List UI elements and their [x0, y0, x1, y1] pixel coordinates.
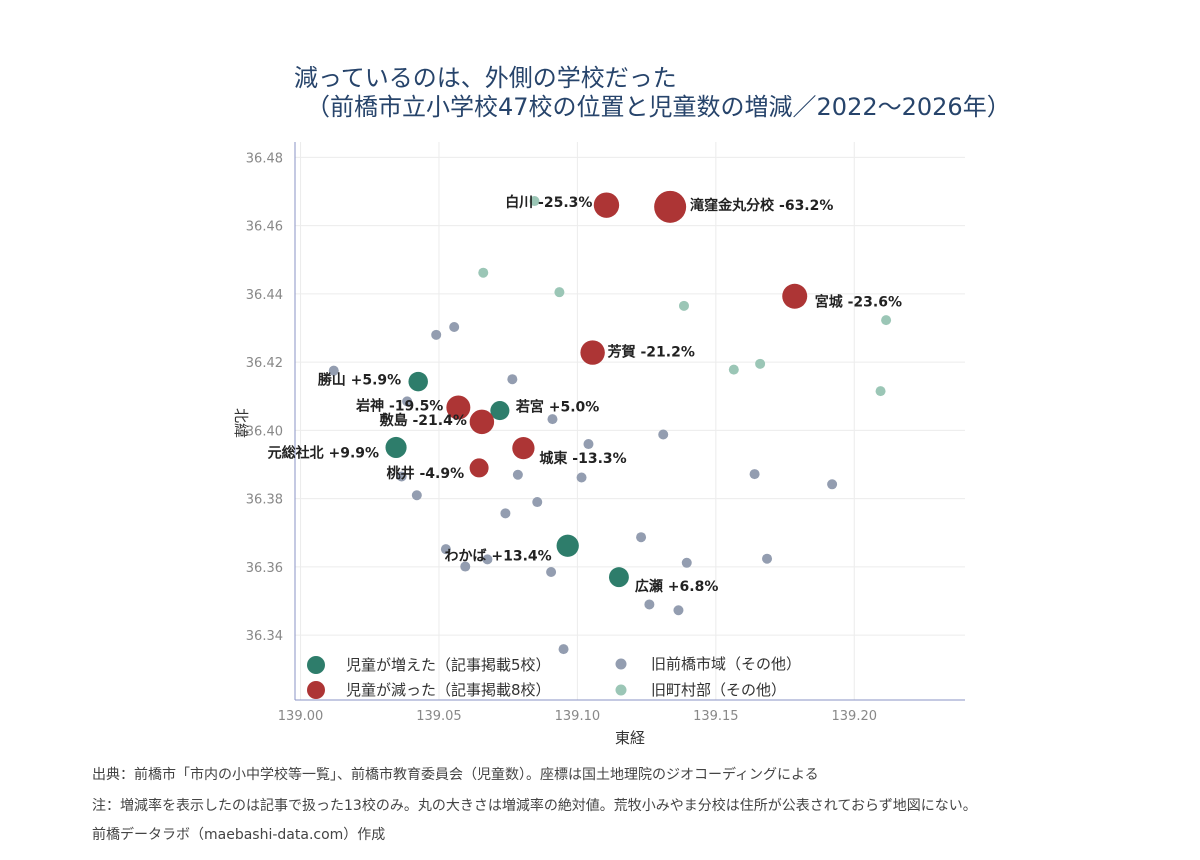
old-city-school-point: [658, 429, 669, 440]
old-town-school-point: [881, 315, 892, 326]
old-city-school-point: [576, 472, 587, 483]
school-label: 敷島 -21.4%: [380, 412, 467, 429]
old-city-school-point: [507, 374, 518, 385]
old-city-school-point: [636, 532, 647, 543]
point-labels: 滝窪金丸分校 -63.2% 白川 -25.3% 宮城 -23.6% 芳賀 -21.2%…: [268, 194, 902, 595]
old-city-school-point: [440, 544, 451, 555]
y-axis-title: 北緯: [232, 408, 250, 438]
old-city-school-point: [411, 490, 422, 501]
increase-school-point: [556, 534, 579, 557]
decrease-school-point: [782, 283, 808, 309]
y-tick-label: 36.38: [246, 493, 283, 508]
old-town-school-point: [529, 196, 540, 207]
old-city-school-point: [644, 599, 655, 610]
legend-marker-old_town: [615, 684, 627, 696]
legend-marker-old_city: [615, 658, 627, 670]
old-town-school-point: [875, 386, 886, 397]
gridlines: [295, 142, 965, 700]
school-label: 元総社北 +9.9%: [268, 444, 379, 461]
old-city-school-point: [558, 644, 569, 655]
school-label: 白川 -25.3%: [505, 194, 592, 211]
axes: 139.00 139.05 139.10 139.15 139.20 36.34 36.36…: [246, 142, 965, 724]
old-city-school-point: [449, 321, 460, 332]
old-city-school-point: [431, 329, 442, 340]
old-city-school-point: [762, 553, 773, 564]
increase-school-point: [490, 401, 510, 421]
school-label: わかば +13.4%: [445, 549, 552, 565]
old-city-school-point: [827, 479, 838, 490]
old-city-school-point: [396, 471, 407, 482]
x-tick-label: 139.10: [555, 709, 601, 724]
title-line-1: 減っているのは、外側の学校だった: [294, 64, 677, 92]
school-label: 宮城 -23.6%: [815, 293, 902, 310]
decrease-school-point: [654, 190, 687, 223]
old-city-school-point: [532, 497, 543, 508]
old-city-school-point: [547, 414, 558, 425]
y-tick-label: 36.34: [246, 629, 283, 644]
y-tick-label: 36.48: [246, 151, 283, 166]
old-city-school-point: [749, 469, 760, 480]
chart-title: 減っているのは、外側の学校だった （前橋市立小学校47校の位置と児童数の増減／2…: [294, 64, 1011, 122]
x-tick-label: 139.20: [832, 709, 878, 724]
old-town-school-point: [478, 267, 489, 278]
y-tick-label: 36.40: [246, 424, 283, 439]
old-town-school-point: [755, 358, 766, 369]
y-tick-label: 36.46: [246, 220, 283, 235]
school-label: 桃井 -4.9%: [387, 465, 465, 482]
legend-label: 旧前橋市域（その他）: [651, 655, 801, 673]
old-town-school-point: [678, 300, 689, 311]
x-axis-title: 東経: [615, 729, 645, 747]
legend-label: 児童が減った（記事掲載8校）: [346, 681, 551, 699]
legend: 児童が増えた（記事掲載5校） 旧前橋市域（その他） 児童が減った（記事掲載8校） 旧町…: [307, 655, 801, 699]
old-city-school-point: [546, 567, 557, 578]
x-tick-label: 139.15: [693, 709, 739, 724]
old-town-school-point: [554, 287, 565, 298]
old-town-school-point: [728, 364, 739, 375]
school-label: 広瀬 +6.8%: [635, 578, 718, 595]
legend-marker-decrease: [307, 681, 325, 699]
old-city-school-point: [681, 557, 692, 568]
legend-label: 児童が増えた（記事掲載5校）: [346, 656, 551, 674]
school-label: 城東 -13.3%: [539, 450, 626, 467]
decrease-school-point: [512, 437, 535, 460]
title-line-2: （前橋市立小学校47校の位置と児童数の増減／2022〜2026年）: [306, 93, 1011, 121]
data-points: [328, 190, 892, 655]
increase-school-point: [608, 567, 629, 588]
increase-school-point: [408, 371, 428, 392]
old-city-school-point: [328, 365, 339, 376]
old-city-school-point: [673, 605, 684, 616]
legend-marker-increase: [307, 656, 325, 674]
old-city-school-point: [402, 396, 413, 407]
y-tick-label: 36.36: [246, 561, 283, 576]
x-tick-label: 139.00: [278, 709, 324, 724]
old-city-school-point: [460, 561, 471, 572]
legend-label: 旧町村部（その他）: [651, 681, 786, 699]
school-label: 滝窪金丸分校 -63.2%: [690, 197, 833, 214]
decrease-school-point: [593, 192, 620, 218]
footer-credit: 前橋データラボ（maebashi-data.com）作成: [92, 827, 386, 843]
decrease-school-point: [580, 340, 605, 365]
decrease-school-point: [469, 458, 489, 478]
y-tick-label: 36.44: [246, 288, 283, 303]
old-city-school-point: [512, 469, 523, 480]
old-city-school-point: [482, 554, 493, 565]
school-label: 芳賀 -21.2%: [608, 344, 695, 361]
y-tick-label: 36.42: [246, 356, 283, 371]
decrease-school-point: [446, 395, 471, 420]
footer-source: 出典：前橋市「市内の小中学校等一覧」、前橋市教育委員会（児童数）。座標は国土地理…: [92, 767, 819, 783]
decrease-school-point: [469, 409, 495, 435]
old-city-school-point: [583, 439, 594, 450]
school-label: 若宮 +5.0%: [515, 399, 599, 416]
increase-school-point: [385, 436, 407, 459]
old-city-school-point: [500, 508, 511, 519]
x-tick-label: 139.05: [416, 709, 462, 724]
school-label: 岩神 -19.5%: [355, 398, 443, 415]
school-label: 勝山 +5.9%: [318, 372, 401, 389]
footer-note: 注：増減率を表示したのは記事で扱った13校のみ。丸の大きさは増減率の絶対値。荒牧…: [92, 798, 977, 814]
